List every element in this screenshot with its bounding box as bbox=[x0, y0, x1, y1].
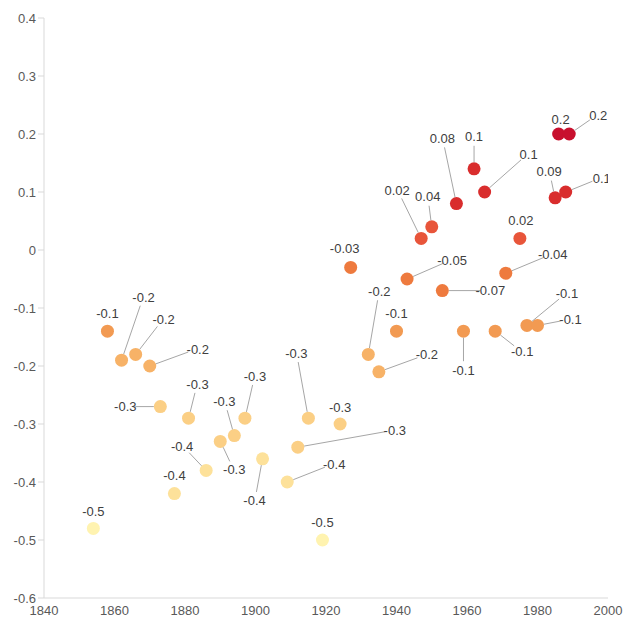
svg-text:-0.2: -0.2 bbox=[132, 290, 154, 305]
svg-text:0.3: 0.3 bbox=[18, 69, 36, 84]
svg-text:0.2: 0.2 bbox=[18, 127, 36, 142]
svg-text:-0.3: -0.3 bbox=[244, 369, 266, 384]
svg-text:-0.5: -0.5 bbox=[311, 515, 333, 530]
svg-text:1860: 1860 bbox=[100, 603, 129, 618]
svg-text:0.08: 0.08 bbox=[430, 131, 455, 146]
svg-text:1880: 1880 bbox=[171, 603, 200, 618]
svg-text:-0.2: -0.2 bbox=[152, 312, 174, 327]
svg-text:-0.5: -0.5 bbox=[82, 504, 104, 519]
svg-text:-0.03: -0.03 bbox=[330, 241, 360, 256]
svg-text:-0.05: -0.05 bbox=[437, 253, 467, 268]
svg-text:-0.1: -0.1 bbox=[14, 301, 36, 316]
svg-text:-0.1: -0.1 bbox=[96, 306, 118, 321]
svg-text:0: 0 bbox=[29, 243, 36, 258]
svg-text:-0.6: -0.6 bbox=[14, 591, 36, 606]
svg-text:-0.3: -0.3 bbox=[223, 462, 245, 477]
svg-text:-0.2: -0.2 bbox=[416, 347, 438, 362]
svg-text:-0.1: -0.1 bbox=[385, 306, 407, 321]
svg-text:1940: 1940 bbox=[382, 603, 411, 618]
svg-text:0.1: 0.1 bbox=[465, 129, 483, 144]
svg-text:-0.5: -0.5 bbox=[14, 533, 36, 548]
svg-text:-0.4: -0.4 bbox=[323, 457, 345, 472]
svg-text:1900: 1900 bbox=[241, 603, 270, 618]
svg-text:-0.1: -0.1 bbox=[556, 286, 578, 301]
svg-text:2000: 2000 bbox=[594, 603, 623, 618]
svg-text:-0.4: -0.4 bbox=[171, 439, 193, 454]
svg-text:-0.3: -0.3 bbox=[186, 377, 208, 392]
svg-text:0.1: 0.1 bbox=[593, 171, 608, 186]
svg-text:-0.1: -0.1 bbox=[559, 312, 581, 327]
svg-text:-0.3: -0.3 bbox=[114, 399, 136, 414]
svg-text:1960: 1960 bbox=[453, 603, 482, 618]
svg-text:0.1: 0.1 bbox=[520, 147, 538, 162]
svg-text:0.1: 0.1 bbox=[18, 185, 36, 200]
svg-text:0.02: 0.02 bbox=[385, 183, 410, 198]
svg-text:-0.1: -0.1 bbox=[452, 363, 474, 378]
svg-text:0.2: 0.2 bbox=[552, 112, 570, 127]
svg-text:1840: 1840 bbox=[29, 603, 59, 619]
svg-text:-0.04: -0.04 bbox=[538, 247, 568, 262]
svg-text:1920: 1920 bbox=[312, 603, 341, 618]
svg-text:-0.3: -0.3 bbox=[329, 400, 351, 415]
svg-text:-0.3: -0.3 bbox=[384, 423, 406, 438]
svg-text:0.04: 0.04 bbox=[415, 189, 440, 204]
svg-text:-0.4: -0.4 bbox=[14, 475, 36, 490]
svg-text:-0.2: -0.2 bbox=[368, 284, 390, 299]
svg-text:-0.3: -0.3 bbox=[213, 394, 235, 409]
svg-text:1980: 1980 bbox=[523, 603, 552, 618]
svg-text:-0.3: -0.3 bbox=[285, 346, 307, 361]
svg-text:0.09: 0.09 bbox=[536, 164, 561, 179]
svg-text:0.4: 0.4 bbox=[18, 11, 36, 26]
svg-text:-0.4: -0.4 bbox=[163, 468, 185, 483]
svg-text:0.2: 0.2 bbox=[589, 108, 607, 123]
svg-text:-0.3: -0.3 bbox=[14, 417, 36, 432]
svg-text:-0.2: -0.2 bbox=[14, 359, 36, 374]
svg-text:-0.1: -0.1 bbox=[511, 344, 533, 359]
svg-text:-0.4: -0.4 bbox=[243, 493, 265, 508]
svg-text:0.02: 0.02 bbox=[508, 213, 533, 228]
svg-text:-0.07: -0.07 bbox=[476, 283, 506, 298]
svg-text:-0.2: -0.2 bbox=[187, 342, 209, 357]
